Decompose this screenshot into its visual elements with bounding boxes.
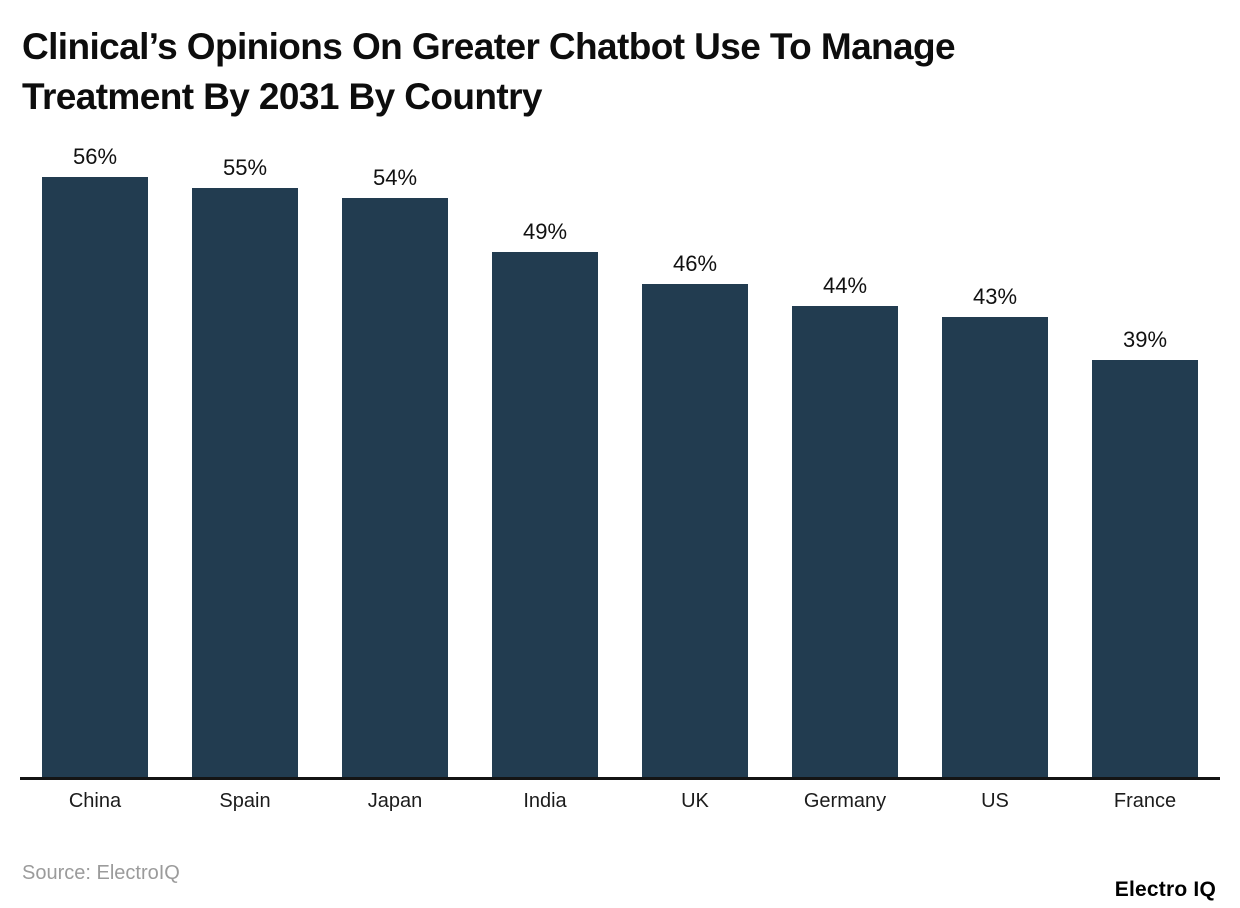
- x-axis-label: India: [523, 790, 567, 812]
- x-axis-label: UK: [681, 790, 709, 812]
- source-note: Source: ElectroIQ: [22, 862, 180, 884]
- bar: [42, 177, 148, 779]
- bar: [792, 306, 898, 779]
- x-axis-label: China: [68, 790, 122, 812]
- x-axis-label: US: [981, 790, 1009, 812]
- bar-value-label: 44%: [822, 273, 868, 298]
- bar-column: 55%: [170, 131, 320, 779]
- plot-area: 56% 55% 54% 49% 46% 44% 43% 39%: [20, 131, 1220, 779]
- x-axis-line: [20, 777, 1220, 780]
- bar-value-label: 46%: [672, 251, 718, 276]
- bar-value-label: 43%: [972, 284, 1018, 309]
- x-axis-label: Japan: [367, 790, 423, 812]
- bar: [342, 198, 448, 779]
- bar: [492, 252, 598, 779]
- x-axis-label: Spain: [219, 790, 271, 812]
- brand-logo: Electro IQ: [1114, 878, 1216, 901]
- chart-title: Clinical’s Opinions On Greater Chatbot U…: [22, 22, 1202, 122]
- chart-title-line2: Treatment By 2031 By Country: [22, 76, 542, 117]
- bar-column: 49%: [470, 131, 620, 779]
- chart-title-line1: Clinical’s Opinions On Greater Chatbot U…: [22, 26, 956, 67]
- bar-column: 39%: [1070, 131, 1220, 779]
- x-axis-labels: China Spain Japan India UK Germany US France: [20, 790, 1220, 813]
- bar: [1092, 360, 1198, 779]
- bar-column: 56%: [20, 131, 170, 779]
- bar-column: 44%: [770, 131, 920, 779]
- x-axis-label: Germany: [803, 790, 887, 812]
- bar-value-label: 39%: [1122, 327, 1168, 352]
- bar: [642, 284, 748, 779]
- bar: [942, 317, 1048, 779]
- bar-column: 54%: [320, 131, 470, 779]
- bar-column: 46%: [620, 131, 770, 779]
- bar-value-label: 54%: [372, 165, 418, 190]
- bar-value-label: 49%: [522, 219, 568, 244]
- bar-value-label: 56%: [72, 144, 118, 169]
- x-axis-label: France: [1113, 790, 1177, 812]
- bar: [192, 188, 298, 779]
- bar-value-label: 55%: [222, 155, 268, 180]
- bar-column: 43%: [920, 131, 1070, 779]
